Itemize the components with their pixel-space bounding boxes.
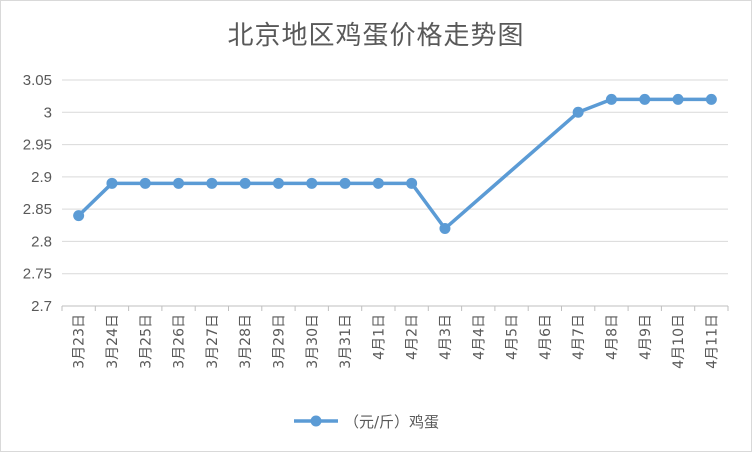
legend-label: （元/斤）鸡蛋 <box>344 413 439 431</box>
data-point <box>306 177 318 189</box>
data-point <box>272 177 284 189</box>
y-tick-label: 3.05 <box>23 72 52 89</box>
data-point <box>705 93 717 105</box>
data-point <box>73 210 85 222</box>
data-point <box>106 177 118 189</box>
y-tick-label: 2.7 <box>31 298 52 315</box>
y-tick-label: 2.8 <box>31 233 52 250</box>
x-tick-label: 4月4日 <box>471 314 487 360</box>
data-point <box>572 106 584 118</box>
data-point <box>339 177 351 189</box>
x-tick-label: 3月25日 <box>138 314 154 369</box>
x-tick-label: 4月6日 <box>538 314 554 360</box>
x-tick-label: 4月2日 <box>405 314 421 360</box>
data-point <box>439 223 451 235</box>
data-point <box>605 93 617 105</box>
data-point <box>239 177 251 189</box>
data-point <box>173 177 185 189</box>
data-point <box>672 93 684 105</box>
x-tick-label: 4月1日 <box>371 314 387 360</box>
x-tick-label: 4月3日 <box>438 314 454 360</box>
chart-title: 北京地区鸡蛋价格走势图 <box>227 21 525 51</box>
data-point <box>372 177 384 189</box>
x-tick-label: 3月26日 <box>172 314 188 369</box>
x-tick-label: 3月27日 <box>205 314 221 369</box>
y-tick-label: 3 <box>44 104 52 121</box>
x-tick-label: 4月9日 <box>638 314 654 360</box>
y-tick-label: 2.85 <box>23 201 52 218</box>
data-point <box>206 177 218 189</box>
x-tick-label: 4月10日 <box>671 314 687 369</box>
data-point <box>139 177 151 189</box>
x-tick-label: 3月23日 <box>72 314 88 369</box>
legend-marker <box>310 415 322 427</box>
x-tick-label: 3月28日 <box>238 314 254 369</box>
y-tick-label: 2.75 <box>23 266 52 283</box>
y-tick-label: 2.95 <box>23 137 52 154</box>
x-tick-label: 3月31日 <box>338 314 354 369</box>
x-tick-label: 4月8日 <box>604 314 620 360</box>
x-tick-label: 4月7日 <box>571 314 587 360</box>
x-tick-label: 3月24日 <box>105 314 121 369</box>
data-point <box>639 93 651 105</box>
x-tick-label: 3月29日 <box>271 314 287 369</box>
x-tick-label: 3月30日 <box>305 314 321 369</box>
data-point <box>406 177 418 189</box>
x-tick-label: 4月5日 <box>505 314 521 360</box>
x-tick-label: 4月11日 <box>704 314 720 369</box>
y-tick-label: 2.9 <box>31 169 52 186</box>
